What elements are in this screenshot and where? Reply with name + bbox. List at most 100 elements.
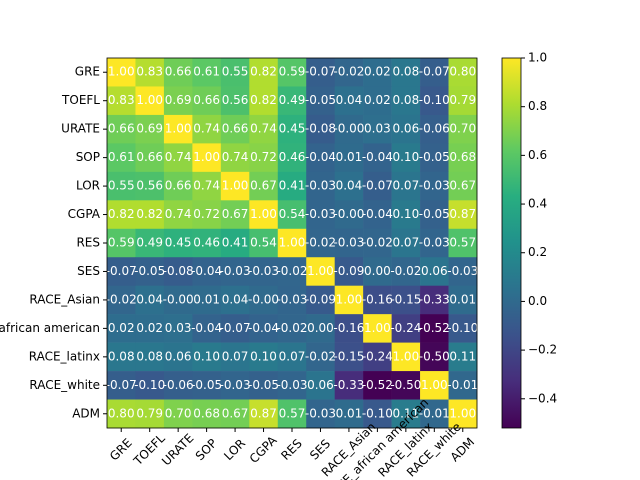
- heatmap-cell: [220, 371, 250, 400]
- y-tick-label: ADM: [72, 406, 100, 420]
- heatmap-cell: [391, 285, 421, 315]
- cell-label: -0.04: [248, 321, 279, 335]
- heatmap-cell: [163, 342, 193, 372]
- heatmap-cell: [363, 114, 392, 144]
- heatmap-cell: [448, 171, 478, 201]
- cell-label: 0.08: [392, 65, 419, 79]
- cell-label: -0.05: [419, 150, 450, 164]
- cell-label: -0.50: [419, 349, 450, 363]
- cell-label: -0.02: [276, 321, 307, 335]
- heatmap-cell: [107, 86, 136, 116]
- colorbar-tick-label: 0.2: [528, 245, 547, 259]
- cell-label: 0.74: [165, 207, 192, 221]
- heatmap-cell: [334, 342, 364, 372]
- cell-label: 1.00: [392, 349, 419, 363]
- colorbar-tick-label: −0.2: [528, 343, 557, 357]
- heatmap-cell: [220, 171, 250, 201]
- heatmap-cell: [107, 58, 136, 87]
- heatmap-cell: [135, 200, 165, 230]
- cell-label: 0.66: [165, 65, 192, 79]
- y-tick-label: URATE: [61, 122, 100, 136]
- cell-label: 0.82: [250, 65, 277, 79]
- cell-label: -0.05: [305, 93, 336, 107]
- cell-label: 0.00: [364, 264, 391, 278]
- cell-label: 0.01: [193, 292, 220, 306]
- heatmap-cell: [220, 314, 250, 343]
- cell-label: 0.41: [279, 179, 306, 193]
- cell-label: -0.24: [390, 321, 421, 335]
- cell-label: 0.07: [392, 179, 419, 193]
- y-tick-label: TOEFL: [61, 93, 100, 107]
- heatmap-cell: [448, 114, 478, 144]
- colorbar-tick-label: −0.4: [528, 391, 557, 405]
- heatmap-cell: [306, 371, 335, 400]
- cell-label: -0.04: [362, 150, 393, 164]
- heatmap-cell: [135, 143, 165, 173]
- cell-label: 0.08: [136, 349, 163, 363]
- cell-label: 0.87: [449, 207, 476, 221]
- heatmap-cell: [107, 285, 136, 315]
- heatmap-cell: [192, 58, 222, 87]
- heatmap-cell: [363, 371, 392, 400]
- heatmap-cell: [448, 257, 478, 286]
- heatmap-cell: [192, 314, 222, 343]
- cell-label: 0.67: [222, 406, 249, 420]
- cell-label: 0.11: [392, 406, 419, 420]
- cell-label: -0.03: [333, 236, 364, 250]
- cell-label: -0.03: [220, 378, 251, 392]
- cell-label: 0.66: [222, 122, 249, 136]
- heatmap-cell: [220, 143, 250, 173]
- heatmap-cell: [192, 228, 222, 258]
- cell-label: 0.06: [392, 122, 419, 136]
- heatmap-cell: [448, 314, 478, 343]
- y-tick-label: CGPA: [68, 207, 101, 221]
- cell-label: 0.06: [165, 349, 192, 363]
- cell-label: 0.57: [449, 236, 476, 250]
- heatmap-cell: [420, 58, 449, 87]
- heatmap-cell: [192, 342, 222, 372]
- heatmap-cell: [448, 399, 478, 429]
- heatmap-cell: [249, 86, 279, 116]
- heatmap-cell: [192, 86, 222, 116]
- heatmap-cell: [363, 228, 392, 258]
- heatmap-cell: [448, 200, 478, 230]
- colorbar-tick-label: 1.0: [528, 51, 547, 65]
- cell-label: 0.04: [136, 292, 163, 306]
- heatmap-cell: [420, 371, 449, 400]
- heatmap-cell: [277, 58, 307, 87]
- cell-label: -0.00: [163, 292, 194, 306]
- cell-label: 0.79: [449, 93, 476, 107]
- cell-label: 0.59: [279, 65, 306, 79]
- colorbar: [501, 57, 522, 429]
- cell-label: 0.10: [250, 349, 277, 363]
- cell-label: -0.02: [106, 292, 137, 306]
- heatmap-cell: [220, 200, 250, 230]
- cell-label: -0.04: [305, 150, 336, 164]
- heatmap-cell: [420, 143, 449, 173]
- cell-label: 0.07: [279, 349, 306, 363]
- heatmap-cell: [163, 228, 193, 258]
- heatmap-cell: [135, 342, 165, 372]
- cell-label: -0.07: [419, 65, 450, 79]
- cell-label: 0.61: [108, 150, 135, 164]
- cell-label: 0.46: [279, 150, 306, 164]
- cell-label: -0.04: [191, 264, 222, 278]
- colorbar-tick-label: 0.8: [528, 99, 547, 113]
- cell-label: 0.08: [108, 349, 135, 363]
- heatmap-cell: [363, 314, 392, 343]
- cell-label: -0.05: [191, 378, 222, 392]
- heatmap-cell: [135, 86, 165, 116]
- cell-label: 0.03: [165, 321, 192, 335]
- cell-label: 0.56: [136, 179, 163, 193]
- heatmap-cell: [135, 114, 165, 144]
- heatmap-cell: [192, 257, 222, 286]
- heatmap-cell: [306, 228, 335, 258]
- cell-label: 1.00: [449, 406, 476, 420]
- heatmap-cell: [220, 228, 250, 258]
- heatmap-cell: [192, 399, 222, 429]
- cell-label: 0.61: [193, 65, 220, 79]
- cell-label: -0.09: [305, 292, 336, 306]
- cell-label: 0.74: [165, 150, 192, 164]
- heatmap-cell: [363, 86, 392, 116]
